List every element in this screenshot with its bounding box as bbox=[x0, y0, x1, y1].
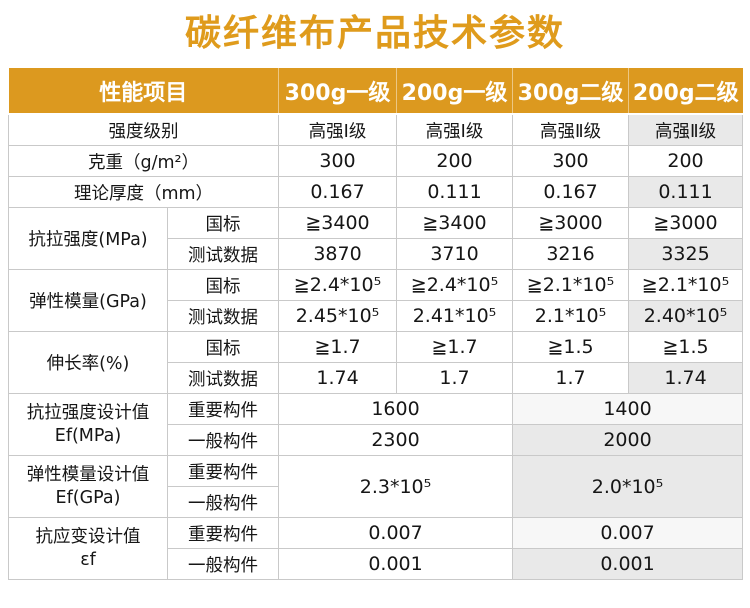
row-label: 弹性模量设计值 Ef(GPa) bbox=[8, 455, 168, 518]
value-cell: 0.167 bbox=[512, 176, 630, 208]
spec-table: 性能项目 300g一级 200g一级 300g二级 200g二级 强度级别 高强… bbox=[7, 68, 744, 580]
row-modulus-design-important: 弹性模量设计值 Ef(GPa) 重要构件 2.3*10⁵ 2.0*10⁵ bbox=[8, 455, 744, 518]
value-cell: 0.001 bbox=[512, 548, 744, 580]
subrow-label: 国标 bbox=[166, 331, 280, 363]
value-cell: 1.7 bbox=[512, 362, 630, 394]
subrow-label: 国标 bbox=[166, 207, 280, 239]
subrow-label: 重要构件 bbox=[166, 517, 280, 549]
value-cell: 1.7 bbox=[396, 362, 514, 394]
subrow-label: 测试数据 bbox=[166, 362, 280, 394]
value-cell: 3216 bbox=[512, 238, 630, 270]
value-cell: ≧3000 bbox=[628, 207, 744, 239]
row-tensile-test: 测试数据 3870 3710 3216 3325 bbox=[9, 238, 744, 270]
subrow-label: 重要构件 bbox=[166, 455, 280, 487]
value-cell: 300 bbox=[512, 145, 630, 177]
page-title: 碳纤维布产品技术参数 bbox=[184, 13, 565, 54]
value-cell: 高强Ⅰ级 bbox=[278, 113, 398, 146]
header-300g-grade1: 300g一级 bbox=[278, 68, 397, 115]
row-label: 抗应变设计值 εf bbox=[8, 517, 168, 580]
header-200g-grade2: 200g二级 bbox=[628, 68, 743, 115]
value-cell: ≧2.4*10⁵ bbox=[396, 269, 514, 301]
value-cell: ≧1.5 bbox=[512, 331, 630, 363]
value-cell: 1600 bbox=[278, 393, 514, 425]
row-label: 抗拉强度(MPa) bbox=[8, 207, 168, 270]
row-thickness: 理论厚度（mm） 0.167 0.111 0.167 0.111 bbox=[7, 176, 744, 208]
row-strain-design-general: 一般构件 0.001 0.001 bbox=[9, 548, 744, 580]
value-cell: 0.007 bbox=[512, 517, 744, 549]
row-modulus-design-general: 一般构件 bbox=[9, 486, 743, 518]
header-performance-item: 性能项目 bbox=[8, 68, 279, 115]
value-cell: 1400 bbox=[512, 393, 744, 425]
value-cell: 0.167 bbox=[278, 176, 398, 208]
value-cell: 2.40*10⁵ bbox=[628, 300, 744, 332]
row-tensile-gb: 抗拉强度(MPa) 国标 ≧3400 ≧3400 ≧3000 ≧3000 bbox=[8, 207, 744, 270]
value-cell: 3710 bbox=[396, 238, 514, 270]
subrow-label: 一般构件 bbox=[166, 424, 280, 456]
row-label: 理论厚度（mm） bbox=[7, 176, 280, 208]
value-cell: 1.74 bbox=[278, 362, 398, 394]
row-label: 抗拉强度设计值 Ef(MPa) bbox=[8, 393, 168, 456]
row-label: 弹性模量(GPa) bbox=[8, 269, 168, 332]
value-cell: 0.111 bbox=[396, 176, 514, 208]
header-300g-grade2: 300g二级 bbox=[512, 68, 629, 115]
value-cell: 高强Ⅰ级 bbox=[396, 113, 514, 146]
row-tensile-design-important: 抗拉强度设计值 Ef(MPa) 重要构件 1600 1400 bbox=[8, 393, 744, 456]
value-cell: ≧1.5 bbox=[628, 331, 744, 363]
subrow-label: 国标 bbox=[166, 269, 280, 301]
row-label: 克重（g/m²） bbox=[7, 145, 280, 177]
value-cell: 高强Ⅱ级 bbox=[512, 113, 630, 146]
row-modulus-test: 测试数据 2.45*10⁵ 2.41*10⁵ 2.1*10⁵ 2.40*10⁵ bbox=[9, 300, 744, 332]
value-cell: ≧1.7 bbox=[278, 331, 398, 363]
subrow-label: 一般构件 bbox=[166, 548, 280, 580]
value-cell: 3325 bbox=[628, 238, 744, 270]
value-cell: 2.41*10⁵ bbox=[396, 300, 514, 332]
value-cell: 2.0*10⁵ bbox=[512, 455, 744, 518]
row-elongation-gb: 伸长率(%) 国标 ≧1.7 ≧1.7 ≧1.5 ≧1.5 bbox=[8, 331, 744, 394]
value-cell: 2300 bbox=[278, 424, 514, 456]
subrow-label: 一般构件 bbox=[166, 486, 280, 518]
value-cell: 3870 bbox=[278, 238, 398, 270]
page: 碳纤维布产品技术参数 性能项目 300g一级 200g一级 300g二级 200… bbox=[7, 13, 744, 580]
value-cell: 300 bbox=[278, 145, 398, 177]
value-cell: ≧2.1*10⁵ bbox=[628, 269, 744, 301]
value-cell: ≧3400 bbox=[278, 207, 398, 239]
header-200g-grade1: 200g一级 bbox=[396, 68, 513, 115]
subrow-label: 重要构件 bbox=[166, 393, 280, 425]
row-strength-grade: 强度级别 高强Ⅰ级 高强Ⅰ级 高强Ⅱ级 高强Ⅱ级 bbox=[7, 113, 744, 146]
row-weight: 克重（g/m²） 300 200 300 200 bbox=[7, 145, 744, 177]
value-cell: 0.007 bbox=[278, 517, 514, 549]
row-label: 强度级别 bbox=[7, 113, 280, 146]
value-cell: 2.1*10⁵ bbox=[512, 300, 630, 332]
value-cell: 200 bbox=[396, 145, 514, 177]
value-cell: 2000 bbox=[512, 424, 744, 456]
value-cell: 0.001 bbox=[278, 548, 514, 580]
value-cell: ≧2.1*10⁵ bbox=[512, 269, 630, 301]
value-cell: ≧3000 bbox=[512, 207, 630, 239]
row-elongation-test: 测试数据 1.74 1.7 1.7 1.74 bbox=[9, 362, 744, 394]
value-cell: ≧1.7 bbox=[396, 331, 514, 363]
row-label: 伸长率(%) bbox=[8, 331, 168, 394]
value-cell: 高强Ⅱ级 bbox=[628, 113, 744, 146]
subrow-label: 测试数据 bbox=[166, 300, 280, 332]
value-cell: 2.3*10⁵ bbox=[278, 455, 514, 518]
value-cell: 1.74 bbox=[628, 362, 744, 394]
value-cell: 0.111 bbox=[628, 176, 744, 208]
row-modulus-gb: 弹性模量(GPa) 国标 ≧2.4*10⁵ ≧2.4*10⁵ ≧2.1*10⁵ … bbox=[8, 269, 744, 332]
subrow-label: 测试数据 bbox=[166, 238, 280, 270]
value-cell: ≧2.4*10⁵ bbox=[278, 269, 398, 301]
header-row: 性能项目 300g一级 200g一级 300g二级 200g二级 bbox=[8, 68, 743, 115]
value-cell: ≧3400 bbox=[396, 207, 514, 239]
value-cell: 2.45*10⁵ bbox=[278, 300, 398, 332]
value-cell: 200 bbox=[628, 145, 744, 177]
row-strain-design-important: 抗应变设计值 εf 重要构件 0.007 0.007 bbox=[8, 517, 744, 580]
